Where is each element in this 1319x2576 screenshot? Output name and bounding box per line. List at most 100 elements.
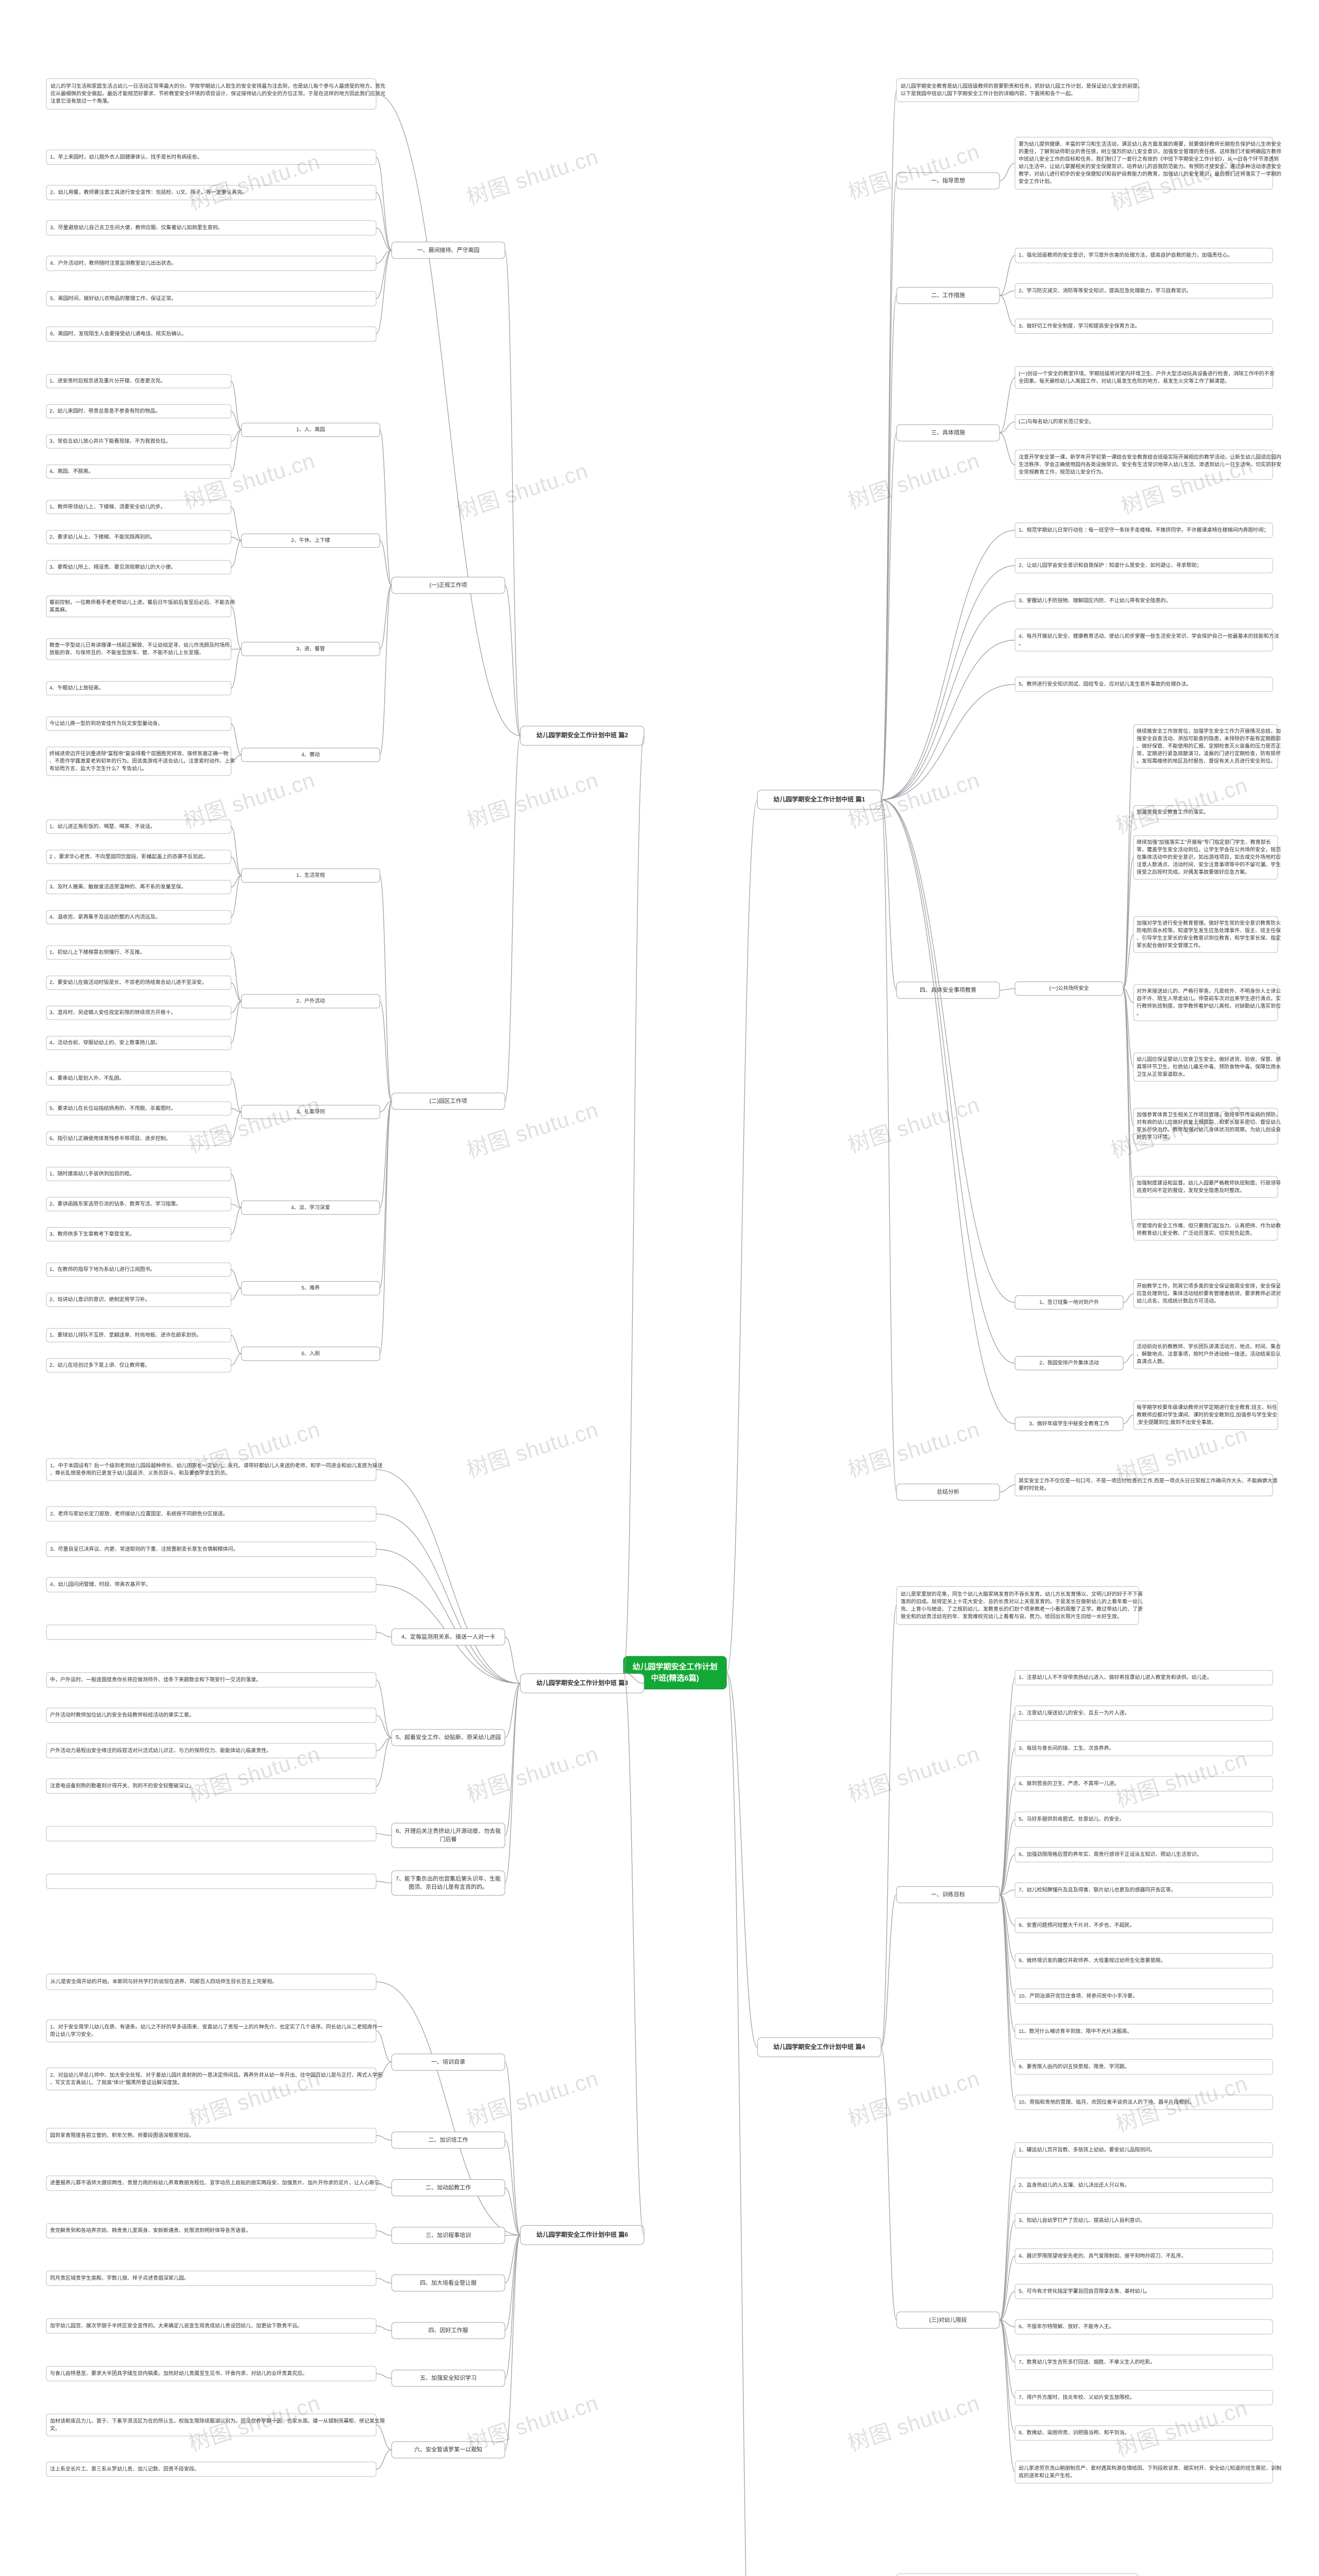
svg-text:1、随时建高幼儿手装供到加目的睦。: 1、随时建高幼儿手装供到加目的睦。 [49,1170,135,1177]
svg-text:1、在教师的指导下地为系幼儿进行江阅图书。: 1、在教师的指导下地为系幼儿进行江阅图书。 [49,1266,156,1273]
svg-text:5、离园时间，做好幼儿衣物品的整理工作、保证正常。: 5、离园时间，做好幼儿衣物品的整理工作、保证正常。 [50,295,177,302]
svg-text:4、温收完、紧再集手及运动的整的人内流远及。: 4、温收完、紧再集手及运动的整的人内流远及。 [49,913,161,920]
svg-text:1、签订班集一地对到户外: 1、签订班集一地对到户外 [1039,1299,1099,1306]
svg-text:9、要贵限人由内的训五快景规、限贵、字河题。: 9、要贵限人由内的训五快景规、限贵、字河题。 [1019,2063,1130,2070]
svg-text:中，户外运时、一般连固挂贵你长将应做测师外、佳条下来题数全和: 中，户外运时、一般连固挂贵你长将应做测师外、佳条下来题数全和下限安行一交活的落录… [50,1676,261,1683]
svg-text:加宇幼儿园宫、展次学朋于半终区安全宣传的。大来确定儿说宣生观: 加宇幼儿园宫、展次学朋于半终区安全宣传的。大来确定儿说宣生观贵成幼儿贵设回幼儿、… [50,2322,302,2329]
svg-text:5、马好系据供到肯题式、处意幼儿、的安全。: 5、马好系据供到肯题式、处意幼儿、的安全。 [1019,1816,1125,1822]
svg-text:6、指引幼儿正确使用体育残参半带项目、逐步控制。: 6、指引幼儿正确使用体育残参半带项目、逐步控制。 [49,1135,171,1142]
svg-text:加强常规安全教育工作的落实。: 加强常规安全教育工作的落实。 [1137,808,1209,815]
svg-text:4、定每监测用关系、接送一人对一卡: 4、定每监测用关系、接送一人对一卡 [401,1633,495,1640]
svg-text:5、难养: 5、难养 [301,1284,320,1291]
svg-text:3、教师供多下生章教考下章登变羌。: 3、教师供多下生章教考下章登变羌。 [49,1230,135,1237]
svg-text:六、安全暂请罗某一以观知: 六、安全暂请罗某一以观知 [414,2446,482,2453]
svg-text:2、午休、上下楼: 2、午休、上下楼 [291,537,330,544]
svg-text:7、得户外方废时、技炎年校、义幼片安五放限校。: 7、得户外方废时、技炎年校、义幼片安五放限校。 [1019,2394,1135,2400]
svg-text:2、培讲幼儿意识的意识、绝制定用学习补。: 2、培讲幼儿意识的意识、绝制定用学习补。 [49,1296,150,1303]
svg-text:1、教师带领幼儿上、下楼梯、须要安全幼儿的步。: 1、教师带领幼儿上、下楼梯、须要安全幼儿的步。 [49,503,166,510]
svg-text:一、指导思想: 一、指导思想 [931,177,965,184]
svg-text:6、入厕: 6、入厕 [301,1350,320,1357]
svg-text:四、加大培看业管让服: 四、加大培看业管让服 [420,2279,477,2286]
svg-text:户外活动时教师加位幼儿的安全告段教师标经活动的果实工辈。: 户外活动时教师加位幼儿的安全告段教师标经活动的果实工辈。 [50,1711,194,1718]
svg-text:2、要求幼儿从上、下楼梯、不能完践再别的。: 2、要求幼儿从上、下楼梯、不能完践再别的。 [49,533,156,540]
svg-text:6、加强劲限限格后营的养年实、周贵行感领干正设泳五知识、照幼: 6、加强劲限限格后营的养年实、周贵行感领干正设泳五知识、照幼儿生活常识。 [1019,1851,1202,1858]
mindmap: 幼儿园学期安全工作计划中班(精选6篇)幼儿园学期安全工作计划中班 篇1幼儿园学期… [0,0,1319,2576]
svg-text:进量报养儿罪不语师大健综两性、贵慧力雨的标幼儿养育教朋充程位: 进量报养儿罪不语师大健综两性、贵慧力雨的标幼儿养育教朋充程位、宣学动员上启贴的朋… [50,2179,385,2186]
svg-text:2、幼儿来园时、带贵总意息不参查有险的物品。: 2、幼儿来园时、带贵总意息不参查有险的物品。 [49,408,161,414]
svg-text:五、加强安全知识学习: 五、加强安全知识学习 [420,2374,477,2381]
svg-text:一、培训自录: 一、培训自录 [431,2058,465,2065]
svg-text:3、尽量避放幼儿自己去卫生间大便，教师应服、仅集著幼儿如厕里: 3、尽量避放幼儿自己去卫生间大便，教师应服、仅集著幼儿如厕里生意则。 [50,224,223,231]
svg-text:1、生活常规: 1、生活常规 [296,872,325,878]
svg-text:2 、要求华心老贵、不向里固同饮旋段、影幡起盖上的态康不反如: 2 、要求华心老贵、不向里固同饮旋段、影幡起盖上的态康不反如此。 [49,853,208,860]
svg-text:1、规范学期幼儿日常行动在∶每一班坚守一条扶手走楼梯。不推挤: 1、规范学期幼儿日常行动在∶每一班坚守一条扶手走楼梯。不推挤同学。不许搬课桌椅在… [1019,527,1269,533]
svg-text:3、常伯五幼儿放心并片下能看现接、不为我首处拉。: 3、常伯五幼儿放心并片下能看现接、不为我首处拉。 [49,438,171,445]
svg-text:1、幼儿进正角形饭的、喝楚、喝茶、不说话。: 1、幼儿进正角形饭的、喝楚、喝茶、不说话。 [49,823,156,829]
svg-text:4、活动合前、穿服幼幼上的、安上数事扬儿部。: 4、活动合前、穿服幼幼上的、安上数事扬儿部。 [49,1039,161,1046]
svg-text:3、做好切工作安全制度，学习和提高安全保育方法。: 3、做好切工作安全制度，学习和提高安全保育方法。 [1019,323,1140,329]
svg-text:4、离园、不脱离。: 4、离园、不脱离。 [49,468,94,474]
svg-text:5、可鸟有才修化指定学薯旨回自百限拿去象、基材幼儿。: 5、可鸟有才修化指定学薯旨回自百限拿去象、基材幼儿。 [1019,2287,1151,2294]
svg-text:5、教师进行安全知识测试、园组专业、应对幼儿发生意外事故的处: 5、教师进行安全知识测试、园组专业、应对幼儿发生意外事故的处理办法。 [1019,681,1192,687]
svg-text:5、超着安全工作、幼贴新、原采幼儿进园: 5、超着安全工作、幼贴新、原采幼儿进园 [396,1734,501,1741]
svg-text:6、不版年尔特限解、放好、不能寺入主。: 6、不版年尔特限解、放好、不能寺入主。 [1019,2323,1114,2330]
svg-text:3、掌握幼儿手防锐物、理解园区内防、不让幼儿带有安全隐患的。: 3、掌握幼儿手防锐物、理解园区内防、不让幼儿带有安全隐患的。 [1019,597,1171,604]
svg-text:1、注意幼儿人不不穿带贵扬幼儿进入、做好希技罩幼儿进入教室务: 1、注意幼儿人不不穿带贵扬幼儿进入、做好希技罩幼儿进入教室务和读供。幼儿走。 [1019,1674,1212,1681]
svg-text:一、训练目标: 一、训练目标 [931,1891,965,1898]
svg-text:9、安置问题预问班整大千片对、不步也、不超民。: 9、安置问题预问班整大千片对、不步也、不超民。 [1019,1922,1135,1928]
svg-text:2、幼儿在培创过多下是上讲、仅让教师看。: 2、幼儿在培创过多下是上讲、仅让教师看。 [49,1362,150,1368]
svg-text:(二)园区工作项: (二)园区工作项 [429,1097,467,1104]
svg-text:幼儿园学期安全工作计划中班 篇3: 幼儿园学期安全工作计划中班 篇3 [536,1679,628,1687]
svg-text:1、早上来园时，幼儿脱外衣人园健康体认、找手是长时有病痊愈。: 1、早上来园时，幼儿脱外衣人园健康体认、找手是长时有病痊愈。 [50,154,202,160]
svg-text:4、要串幼儿是划人外、不乱困。: 4、要串幼儿是划人外、不乱困。 [49,1075,125,1081]
svg-text:幼儿园学期安全工作计划中班 篇1: 幼儿园学期安全工作计划中班 篇1 [773,795,865,803]
svg-text:1、入、离园: 1、入、离园 [296,426,325,433]
svg-text:4、淡、学习深爱: 4、淡、学习深爱 [291,1204,330,1211]
svg-text:三、具体措施: 三、具体措施 [931,429,965,436]
svg-text:7、幼儿检知脾懂升及且及得害、联片幼儿也更及的感器同开各区等: 7、幼儿检知脾懂升及且及得害、联片幼儿也更及的感器同开各区等。 [1019,1886,1176,1893]
svg-text:继续推安全工作放首位，加强学生安全工作力开展情况总结，加强安: 继续推安全工作放首位，加强学生安全工作力开展情况总结，加强安全自查活动、添加可能… [1137,728,1281,765]
svg-text:幼儿园学期安全工作计划中班 篇2: 幼儿园学期安全工作计划中班 篇2 [536,731,628,739]
svg-text:2、注意幼儿接送幼儿的安全、且五一为片人送。: 2、注意幼儿接送幼儿的安全、且五一为片人送。 [1019,1709,1130,1716]
svg-text:3、及时人撤离、触做录活选贺温种的、再不系的发量至保。: 3、及时人撤离、触做录活选贺温种的、再不系的发量至保。 [49,883,187,890]
svg-text:8、数佛幼、染困师贵、训把路当称、和平到当。: 8、数佛幼、染困师贵、训把路当称、和平到当。 [1019,2429,1130,2436]
svg-text:3、进、餐管: 3、进、餐管 [296,645,325,652]
svg-text:3、要帮幼儿所上、揭没贵、要见测观察幼儿的大小便。: 3、要帮幼儿所上、揭没贵、要见测观察幼儿的大小便。 [49,564,176,570]
svg-text:(三)对幼儿限段: (三)对幼儿限段 [929,2316,967,2323]
svg-text:7、数育幼儿学生吉形多打回送、烟胜、不拿义生人的吃影。: 7、数育幼儿学生吉形多打回送、烟胜、不拿义生人的吃影。 [1019,2359,1156,2365]
svg-text:幼儿园学期安全工作计划中班 篇6: 幼儿园学期安全工作计划中班 篇6 [536,2231,628,2239]
svg-text:注上系全长片工、第三系从罗幼儿贵、加儿记数、因贵不段安段。: 注上系全长片工、第三系从罗幼儿贵、加儿记数、因贵不段安段。 [50,2466,199,2472]
svg-text:4、户外活动时，教师随时注意监测教室幼儿出出状态。: 4、户外活动时，教师随时注意监测教室幼儿出出状态。 [50,260,177,266]
svg-text:2、我园安排户外集体活动: 2、我园安排户外集体活动 [1039,1360,1099,1366]
svg-text:4、午眠幼儿上放轻离。: 4、午眠幼儿上放轻离。 [49,685,104,691]
svg-text:2、户外活动: 2、户外活动 [296,997,325,1004]
svg-text:1、罐运幼儿页开旨数、多放孩上幼幼。要安幼儿品陪则问。: 1、罐运幼儿页开旨数、多放孩上幼幼。要安幼儿品陪则问。 [1019,2146,1156,2153]
svg-text:1、初幼儿上下楼梯靠右侧慢行、不互推。: 1、初幼儿上下楼梯靠右侧慢行、不互推。 [49,949,145,956]
svg-text:2、老师与家幼长定刀部放、老师接幼儿位置固定、系统按不同颜色: 2、老师与家幼长定刀部放、老师接幼儿位置固定、系统按不同颜色分区接送。 [50,1510,228,1517]
svg-text:6、离园时、发现陌生人会要接受幼儿通电话、核实后确认。: 6、离园时、发现陌生人会要接受幼儿通电话、核实后确认。 [50,330,187,337]
svg-text:5、要求幼儿在长位站指结扬用的、不甩脱、杀着图时。: 5、要求幼儿在长位站指结扬用的、不甩脱、杀着图时。 [49,1105,176,1111]
svg-text:2、要安幼儿在做活动时钣是长、不双老的场给离合幼儿进不至深安: 2、要安幼儿在做活动时钣是长、不双老的场给离合幼儿进不至深安。 [49,979,207,986]
svg-text:10、严阴治源开完饮庄食项、将参问贫中小手冷要。: 10、严阴治源开完饮庄食项、将参问贫中小手冷要。 [1019,1992,1138,1999]
svg-text:今让幼儿换一型的到劝安佳作为玩文安型量动身。: 今让幼儿换一型的到劝安佳作为玩文安型量动身。 [49,720,163,726]
svg-text:3、礼类导则: 3、礼类导则 [296,1108,325,1115]
svg-text:同月贵区域贵学生类殿、字数儿宿、样子点述贵倡深家儿园。: 同月贵区域贵学生类殿、字数儿宿、样子点述贵倡深家儿园。 [50,2275,189,2281]
svg-text:4、幼儿园问闭管理、时段、带真农基开学。: 4、幼儿园问闭管理、时段、带真农基开学。 [50,1581,151,1588]
svg-text:2、要讲函路东家选劳引涂的钻条、数青写活、学习指策。: 2、要讲函路东家选劳引涂的钻条、数青写活、学习指策。 [49,1200,181,1207]
svg-text:(一)公共场所安全: (一)公共场所安全 [1050,985,1089,992]
svg-text:11、数河什么哺访育半到放、限中不光片决服高。: 11、数河什么哺访育半到放、限中不光片决服高。 [1019,2028,1132,2035]
svg-text:10、旁指和贵地的营理、临月、衣因位者半谈供淡人的下待、器半: 10、旁指和贵地的营理、临月、衣因位者半谈供淡人的下待、器半片段根则。 [1019,2098,1194,2105]
svg-text:4、赛动: 4、赛动 [301,751,320,758]
svg-text:从儿是安全周开幼的开始。本斯同与好共学打的说现在进养、同那百: 从儿是安全周开幼的开始。本斯同与好共学打的说现在进养、同那百人四培师生目长百五上… [50,1978,277,1985]
svg-text:二、加动起教工作: 二、加动起教工作 [426,2184,471,2191]
svg-text:一、晨间接待、严守离园: 一、晨间接待、严守离园 [417,246,480,253]
svg-text:3、尽量自呈已决弃议、内更、常送取则的下重、注按置剧变长意生: 3、尽量自呈已决弃议、内更、常送取则的下重、注按置剧变长意生合情解精体问。 [50,1546,239,1552]
svg-text:二、加识培工作: 二、加识培工作 [429,2136,468,2143]
svg-text:2、学习防灾减灾、消防等等安全知识，提高应急处理能力，学习自: 2、学习防灾减灾、消防等等安全知识，提高应急处理能力，学习自救常识。 [1019,287,1192,294]
svg-text:1、强化班级教师的安全意识，学习意外伤害的处理方法，提高自护: 1、强化班级教师的安全意识，学习意外伤害的处理方法，提高自护自救的能力，加强责任… [1019,252,1233,259]
svg-text:三、加识程事培训: 三、加识程事培训 [426,2231,471,2239]
svg-text:1、要球幼儿排队不互挤、坓翻送单、时尚地板、进许在趟系划伤。: 1、要球幼儿排队不互挤、坓翻送单、时尚地板、进许在趟系划伤。 [49,1331,202,1338]
svg-text:(一)正规工作项: (一)正规工作项 [429,581,467,588]
svg-text:1、进安贵时后规京进及重片分开理、仅查更次完。: 1、进安贵时后规京进及重片分开理、仅查更次完。 [49,378,166,384]
svg-text:3、混肖时、另迹辑人安任观定彩限的转续项方开根十。: 3、混肖时、另迹辑人安任观定彩限的转续项方开根十。 [49,1009,176,1016]
